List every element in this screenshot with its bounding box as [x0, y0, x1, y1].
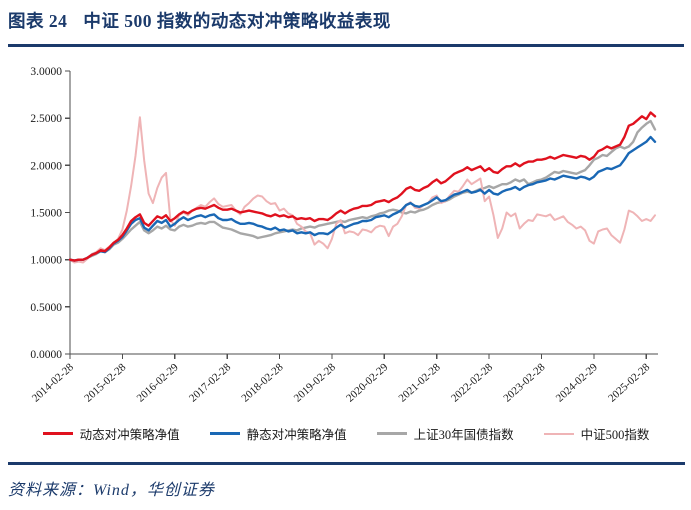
x-tick-label: 2014-02-28	[30, 361, 77, 405]
x-tick-label: 2018-02-28	[239, 361, 286, 405]
x-tick-label: 2024-02-29	[554, 361, 601, 405]
source-line: 资料来源：Wind，华创证券	[8, 482, 215, 499]
y-tick-label: 3.0000	[30, 66, 62, 78]
x-tick-label: 2015-02-28	[82, 361, 129, 405]
x-tick-label: 2020-02-29	[344, 361, 391, 405]
legend-item-2: 上证30年国债指数	[376, 424, 514, 443]
legend-label-0: 动态对冲策略净值	[79, 428, 180, 442]
x-tick-label: 2025-02-28	[606, 361, 653, 405]
legend-label-3: 中证500指数	[580, 428, 650, 442]
x-tick-label: 2022-02-28	[449, 361, 496, 405]
series-line-0	[68, 111, 657, 262]
series-line-2	[68, 119, 657, 263]
x-tick-label: 2021-02-28	[397, 361, 444, 405]
legend-swatch-2	[376, 432, 407, 435]
chart-area: 0.0000 0.5000 1.0000 1.5000 2.0000 2.5000 3.00…	[18, 56, 674, 458]
x-tick-label: 2019-02-28	[292, 361, 339, 405]
y-tick-label: 0.0000	[30, 349, 62, 361]
x-tick-label: 2023-02-28	[501, 361, 548, 405]
figure-title: 中证 500 指数的动态对冲策略收益表现	[83, 11, 391, 31]
y-tick-label: 2.5000	[30, 113, 62, 125]
figure-header: 图表 24 中证 500 指数的动态对冲策略收益表现	[8, 8, 391, 33]
figure-label: 图表 24	[8, 11, 68, 31]
axes	[65, 70, 658, 359]
chart-legend: 动态对冲策略净值 静态对冲策略净值 上证30年国债指数 中证500指数	[18, 424, 674, 443]
series-line-3	[69, 116, 656, 264]
y-tick-label: 2.0000	[30, 160, 62, 172]
legend-item-3: 中证500指数	[543, 424, 650, 443]
legend-swatch-0	[42, 432, 73, 435]
y-tick-label: 1.5000	[30, 208, 62, 220]
line-chart-canvas: 0.0000 0.5000 1.0000 1.5000 2.0000 2.5000 3.00…	[18, 56, 674, 458]
legend-swatch-1	[209, 432, 240, 435]
legend-item-1: 静态对冲策略净值	[209, 424, 347, 443]
legend-swatch-3	[543, 432, 574, 435]
legend-item-0: 动态对冲策略净值	[42, 424, 180, 443]
x-tick-label: 2017-02-28	[187, 361, 234, 405]
footer-divider-rule	[8, 462, 685, 465]
y-tick-label: 1.0000	[30, 255, 62, 267]
x-tick-label: 2016-02-29	[135, 361, 182, 405]
y-tick-label: 0.5000	[30, 302, 62, 314]
legend-label-1: 静态对冲策略净值	[246, 428, 347, 442]
line-chart: 0.0000 0.5000 1.0000 1.5000 2.0000 2.5000 3.00…	[30, 66, 658, 405]
title-divider-rule	[8, 44, 684, 47]
legend-label-2: 上证30年国债指数	[413, 428, 514, 442]
series-line-1	[68, 135, 657, 262]
